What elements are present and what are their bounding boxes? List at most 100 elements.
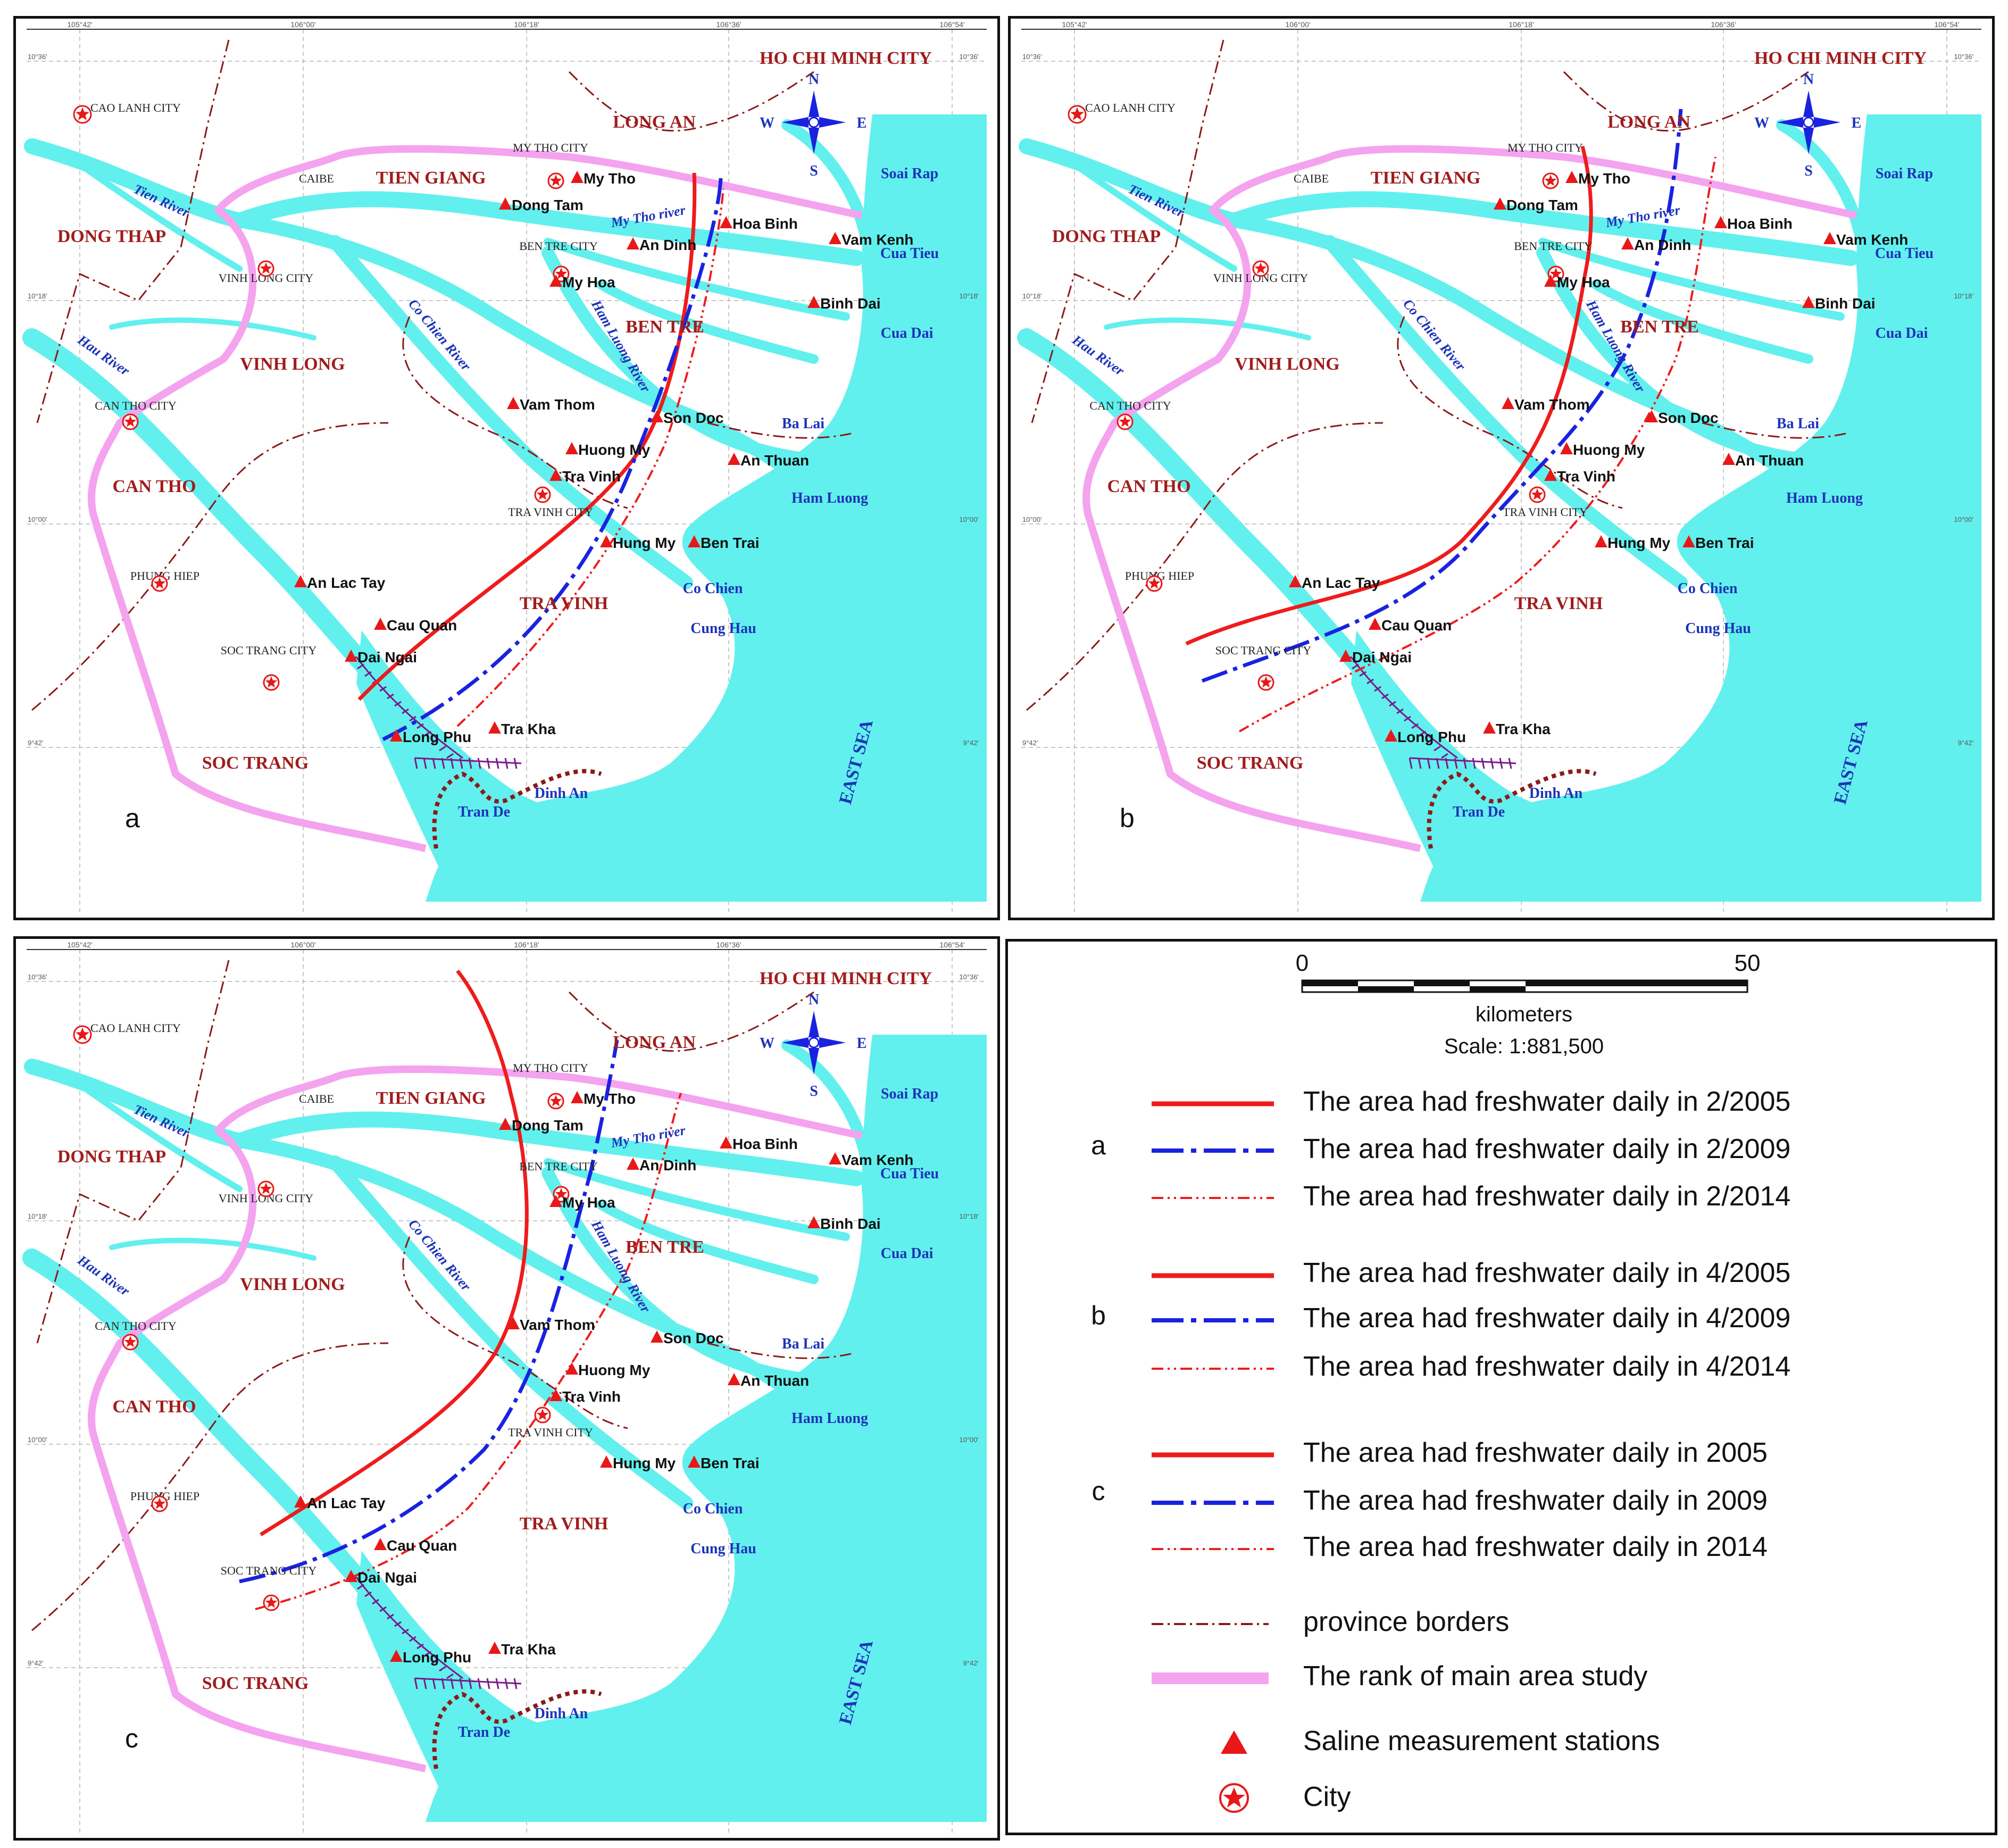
- city-label: BEN TRE CITY: [1514, 239, 1593, 253]
- water-label: Tran De: [1453, 804, 1505, 820]
- city-label: TRA VINH CITY: [1503, 505, 1588, 519]
- station-label: Hoa Binh: [1727, 215, 1793, 232]
- province-label: TRA VINH: [520, 594, 609, 613]
- tick-top: 105°42': [67, 940, 92, 949]
- province-label: BEN TRE: [626, 317, 704, 337]
- water-label: Soai Rap: [881, 165, 938, 182]
- station-marker-icon: [549, 469, 562, 481]
- station-marker-icon: [390, 729, 403, 742]
- tick-top: 105°42': [1062, 20, 1087, 29]
- station-marker-icon: [1823, 232, 1836, 244]
- tick-left: 10°36': [28, 973, 47, 981]
- station-label: Hung My: [613, 535, 676, 551]
- freshwater-line-2005: [1185, 146, 1593, 646]
- station-label: Cau Quan: [387, 1537, 457, 1554]
- station-label: Binh Dai: [1815, 295, 1876, 312]
- station-marker-icon: [807, 296, 820, 308]
- coastline-dotted: [432, 1689, 602, 1769]
- legend-key-b: b: [1091, 1301, 1106, 1330]
- station-label: Dai Ngai: [1352, 649, 1412, 665]
- tick-right: 10°00': [959, 515, 979, 523]
- station-label: Dong Tam: [512, 197, 584, 213]
- city-star-icon: [151, 1495, 168, 1512]
- city-star-icon: [1529, 486, 1546, 503]
- station-label: My Hoa: [1557, 274, 1610, 290]
- water-label: Cung Hau: [690, 620, 756, 637]
- legend-symbols: province borders The rank of main area s…: [1152, 1606, 1660, 1813]
- station-label: Son Doc: [663, 410, 724, 426]
- province-label: BEN TRE: [1620, 317, 1699, 337]
- tick-top: 106°36': [716, 940, 741, 949]
- compass-e: E: [857, 1035, 867, 1052]
- city-labels: CAO LANH CITY MY THO CITY BEN TRE CITY VINH…: [73, 1021, 598, 1611]
- station-label: Vam Kenh: [1836, 231, 1908, 248]
- station-label: Huong My: [578, 442, 651, 458]
- tick-left: 10°00': [1022, 515, 1042, 523]
- tick-top: 106°54': [1934, 20, 1959, 29]
- station-marker-icon: [829, 1152, 841, 1164]
- station-marker-icon: [507, 397, 520, 409]
- city-star-icon: [151, 575, 168, 592]
- water-label: Dinh An: [1529, 785, 1583, 802]
- station-label: Ben Trai: [701, 1455, 759, 1471]
- compass-w: W: [1754, 115, 1769, 131]
- water-label: Cung Hau: [1685, 620, 1751, 637]
- east-sea-water: [426, 1035, 987, 1822]
- station-marker-icon: [1369, 618, 1381, 630]
- station-label: Dai Ngai: [357, 1569, 417, 1586]
- station-marker-icon: [571, 171, 584, 183]
- scale-unit: kilometers: [1476, 1003, 1572, 1026]
- city-label: CAO LANH CITY: [90, 101, 181, 114]
- station-label: Dong Tam: [512, 1117, 584, 1134]
- station-marker-icon: [374, 1538, 387, 1550]
- station-label: Tra Kha: [501, 1641, 556, 1658]
- compass-w: W: [760, 115, 774, 131]
- legend-panel: 0 50 kilometers Scale: 1:881,500 a The a…: [1005, 939, 1997, 1835]
- station-marker-icon: [345, 1570, 357, 1582]
- tick-top: 106°00': [290, 940, 315, 949]
- province-label: VINH LONG: [1235, 354, 1339, 374]
- water-label: Soai Rap: [881, 1086, 938, 1102]
- station-triangle-icon: [1221, 1730, 1247, 1754]
- station-marker-icon: [728, 453, 740, 465]
- station-marker-icon: [728, 1373, 740, 1385]
- freshwater-line-2009: [239, 1039, 619, 1584]
- station-marker-icon: [720, 1136, 732, 1148]
- province-labels: HO CHI MINH CITY LONG AN TIEN GIANG DONG TH…: [1052, 48, 1927, 773]
- station-label: An Dinh: [639, 237, 696, 253]
- water-labels: Soai Rap Cua Tieu Cua Dai Ba Lai Ham Luong Co…: [458, 165, 939, 820]
- station-marker-icon: [1565, 171, 1578, 183]
- station-label: Tra Kha: [1496, 721, 1551, 737]
- station-marker-icon: [627, 237, 639, 249]
- station-label: Tra Vinh: [562, 1388, 621, 1405]
- station-label: My Hoa: [562, 1194, 615, 1211]
- legend-key-c: c: [1092, 1476, 1105, 1506]
- freshwater-line-2005: [357, 172, 697, 701]
- station-marker-icon: [1339, 650, 1352, 662]
- freshwater-line-2009: [1201, 109, 1683, 683]
- river-network: [1017, 119, 1868, 858]
- province-label: CAN THO: [112, 1397, 196, 1417]
- legend-item-a3: The area had freshwater daily in 2/2014: [1303, 1181, 1790, 1212]
- city-label: CAN THO CITY: [1089, 399, 1171, 412]
- estuary-water: [1351, 630, 1617, 896]
- east-sea-water: [1420, 114, 1981, 902]
- city-star-icon: [1542, 172, 1559, 189]
- dike-hatch: [349, 1576, 522, 1689]
- city-star-icon: [1252, 260, 1269, 277]
- tick-top: 106°00': [1285, 20, 1310, 29]
- legend-item-b2: The area had freshwater daily in 4/2009: [1303, 1303, 1790, 1334]
- freshwater-line-2014: [1238, 156, 1717, 732]
- station-marker-icon: [390, 1650, 403, 1662]
- station-marker-icon: [1645, 410, 1658, 422]
- scale-seg-5: [1526, 980, 1747, 986]
- city-star-icon: [257, 260, 274, 277]
- city-label: CAIBE: [1294, 172, 1329, 185]
- city-label: MY THO CITY: [513, 1061, 588, 1075]
- station-label: My Tho: [1578, 170, 1630, 187]
- station-label: An Thuan: [740, 452, 809, 469]
- station-label: Vam Thom: [1514, 396, 1590, 413]
- city-label: SOC TRANG CITY: [1215, 644, 1312, 657]
- coordinate-ticks: 105°42' 106°00' 106°18' 106°36' 106°54' 10°36…: [1022, 20, 1973, 747]
